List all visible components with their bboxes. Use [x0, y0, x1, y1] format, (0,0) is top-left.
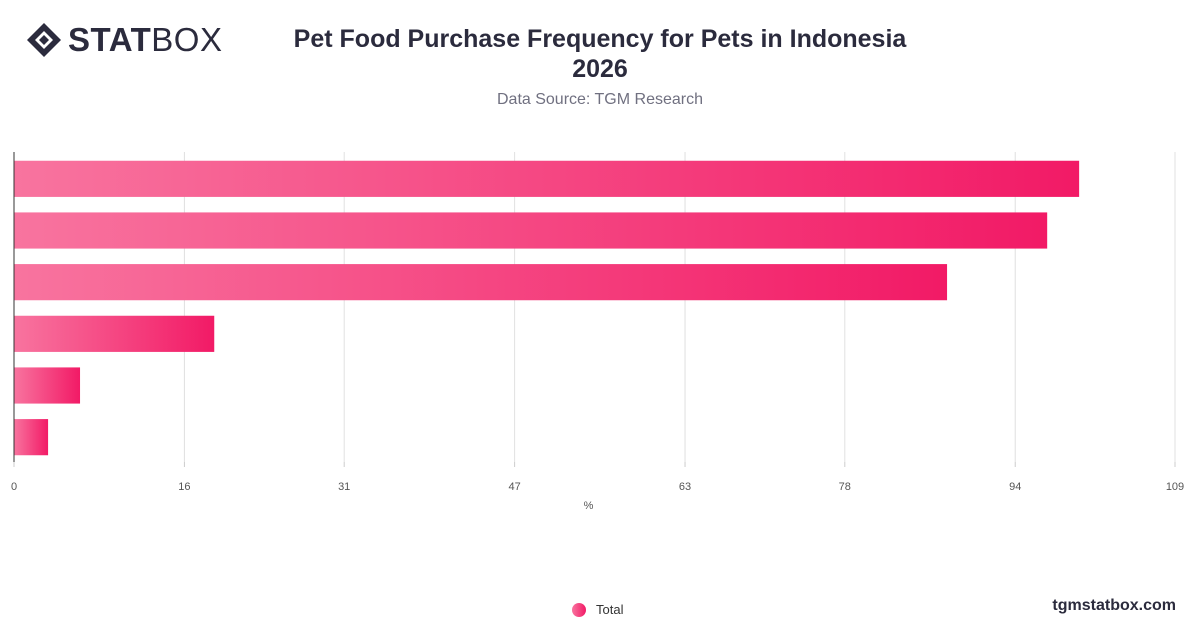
x-tick-label: 0: [11, 481, 17, 493]
x-tick-label: 16: [178, 481, 190, 493]
logo-text: STATBOX: [68, 22, 222, 58]
bar[interactable]: [14, 367, 81, 404]
bar[interactable]: [14, 315, 215, 352]
x-tick-label: 31: [338, 481, 350, 493]
logo-text-bold: STAT: [68, 21, 152, 58]
watermark: tgmstatbox.com: [1052, 597, 1176, 614]
bar[interactable]: [14, 419, 49, 456]
x-axis-ticks: 0 16 31 47 63 78 94 109: [11, 462, 1184, 493]
chart-title: Pet Food Purchase Frequency for Pets in …: [293, 25, 907, 83]
x-tick-label: 78: [839, 481, 851, 493]
legend-label: Total: [596, 602, 624, 617]
bar[interactable]: [14, 264, 948, 301]
statbox-logo: STATBOX: [26, 22, 222, 58]
bar[interactable]: [14, 212, 1048, 249]
legend[interactable]: Total: [572, 602, 623, 617]
chart-subtitle: Data Source: TGM Research: [496, 91, 703, 108]
grid-lines: [183, 152, 1176, 462]
x-axis-label: %: [584, 500, 594, 512]
diamond-logo-icon: [27, 23, 61, 57]
bars: [14, 160, 1080, 456]
bar[interactable]: [14, 160, 1080, 197]
bar-chart: 0 16 31 47 63 78 94 109 %: [11, 152, 1184, 512]
logo-text-light: BOX: [151, 21, 223, 58]
x-tick-label: 63: [679, 481, 691, 493]
legend-swatch: [572, 602, 586, 617]
x-tick-label: 47: [508, 481, 520, 493]
x-tick-label: 109: [1166, 481, 1184, 493]
x-tick-label: 94: [1009, 481, 1021, 493]
